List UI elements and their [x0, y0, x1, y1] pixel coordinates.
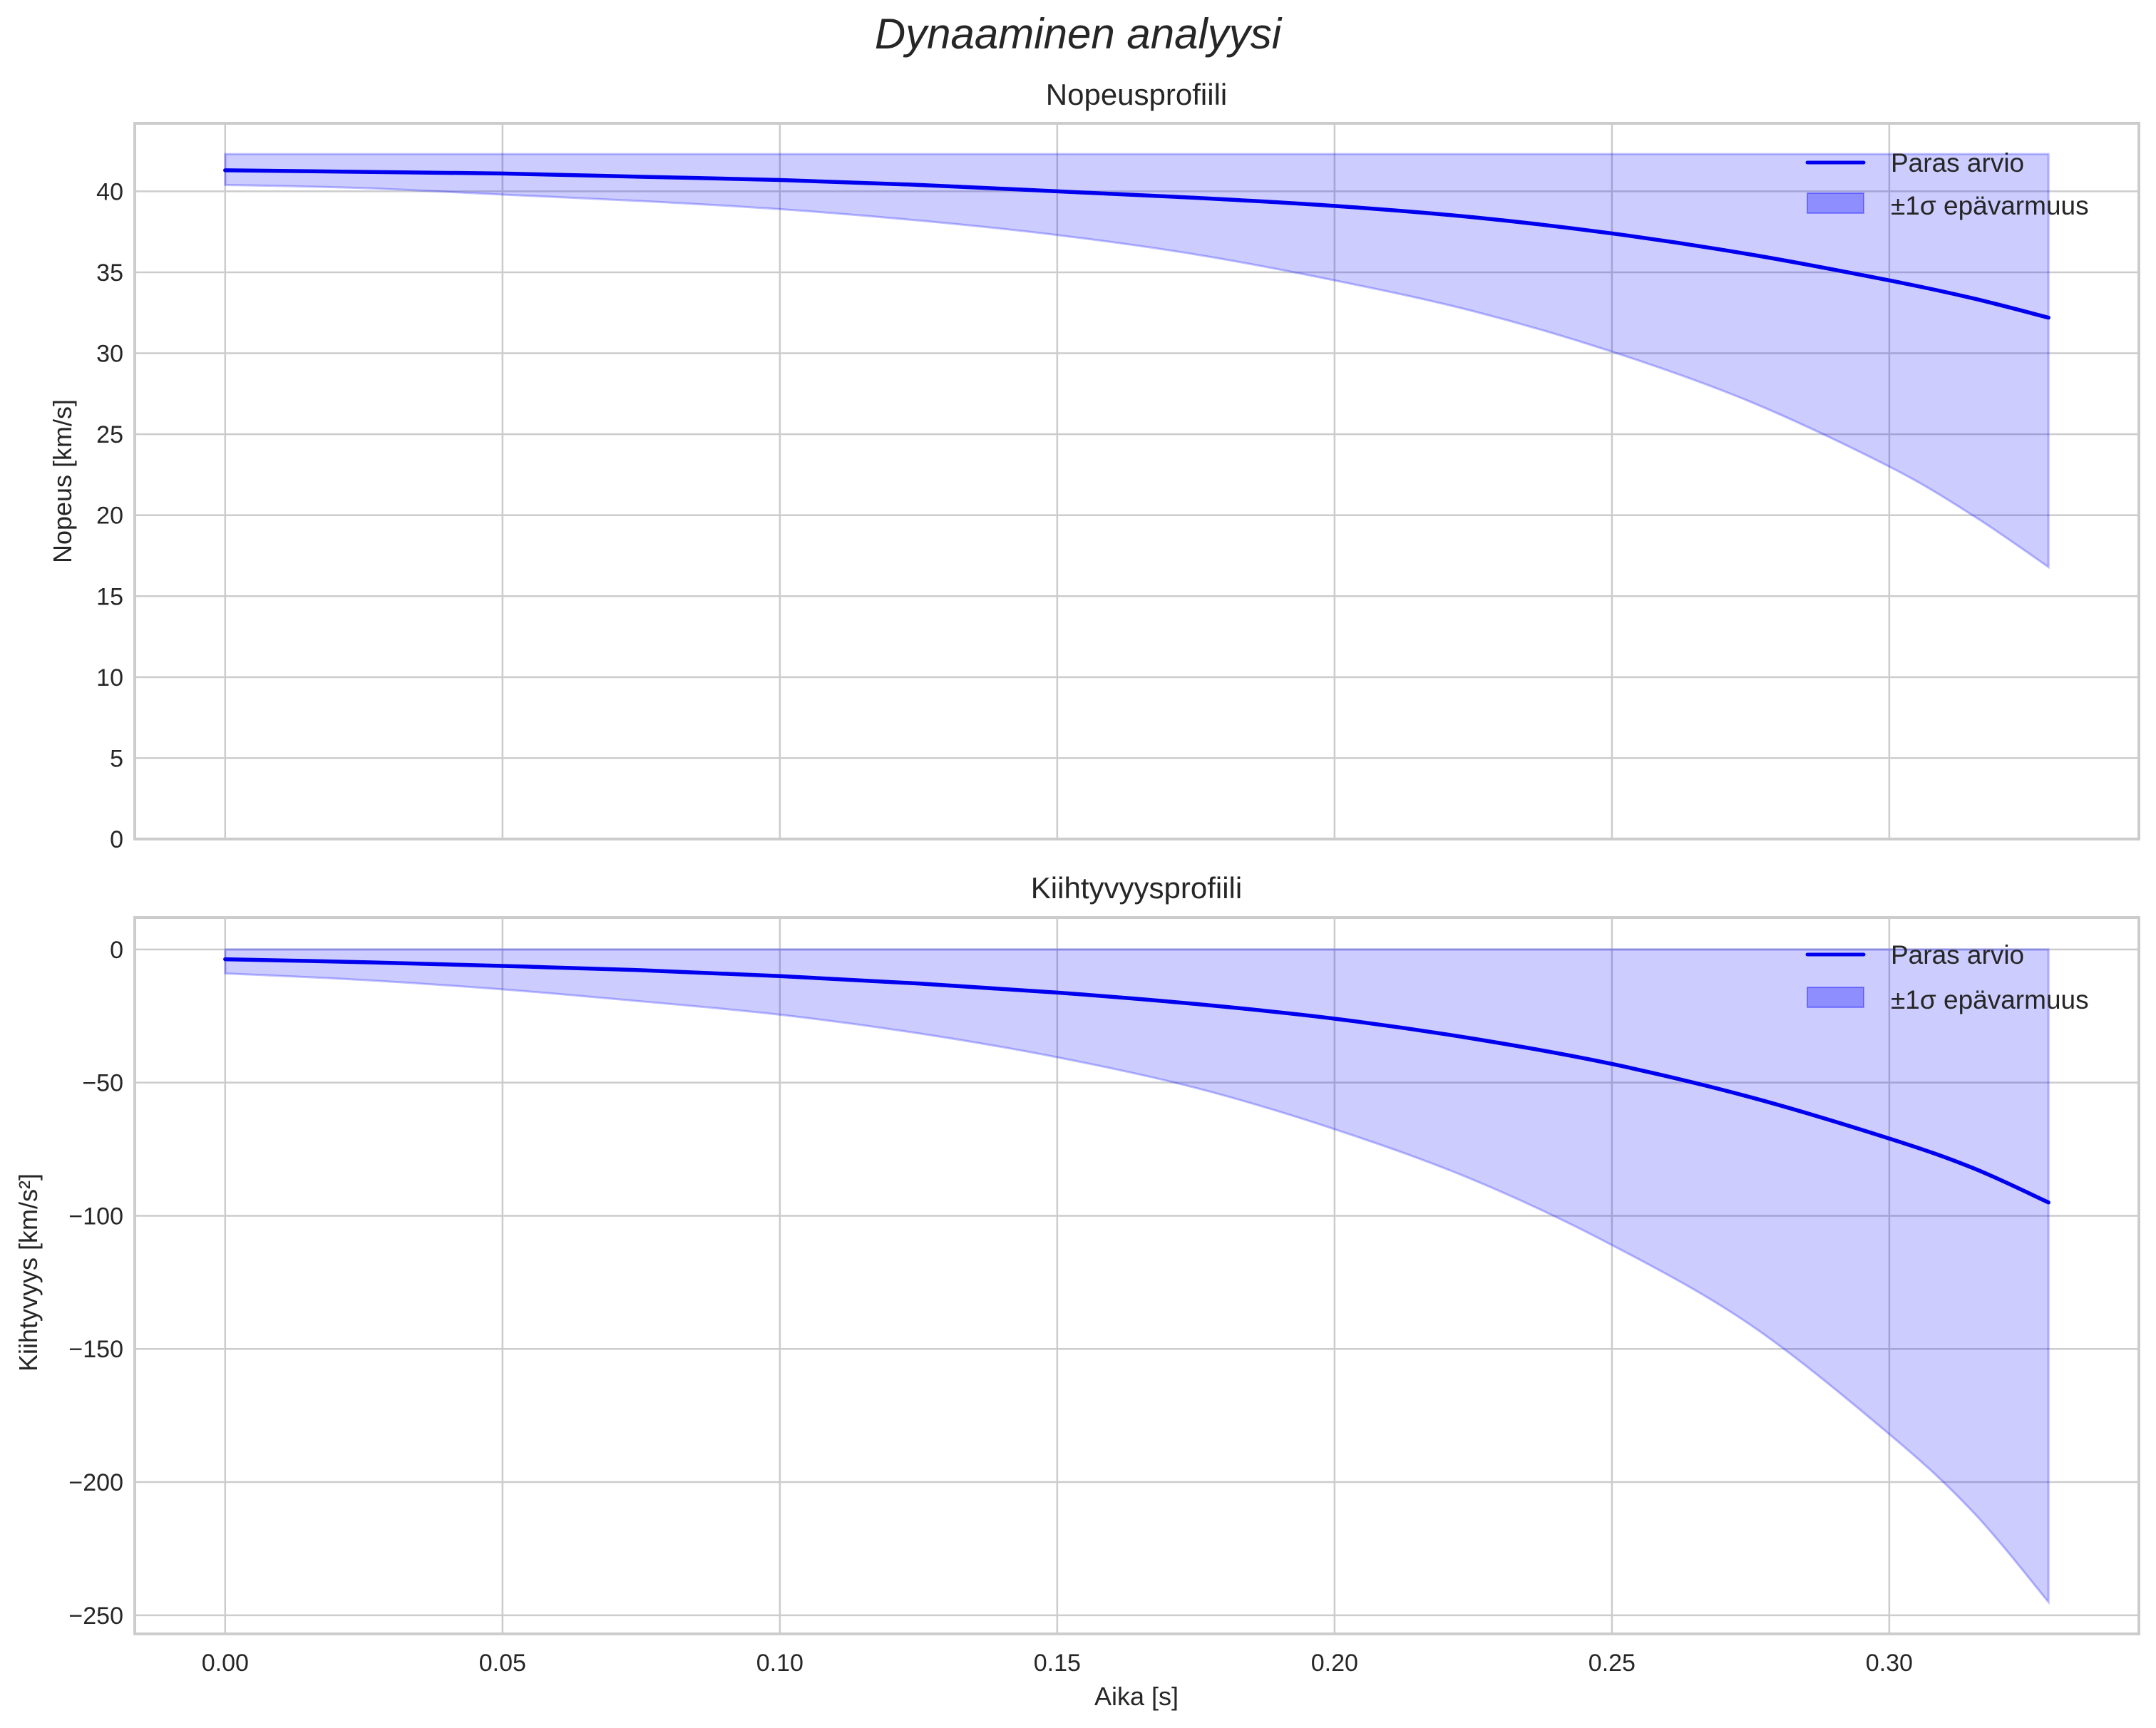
axes-border: [133, 122, 2140, 840]
legend-label-best-estimate: Paras arvio: [1891, 940, 2024, 970]
y-tick-label: 35: [96, 259, 123, 287]
figure-suptitle: Dynaaminen analyysi: [875, 10, 1283, 58]
legend-label-uncertainty: ±1σ epävarmuus: [1891, 985, 2089, 1014]
velocity-y-tick-labels: 0 5 10 15 20 25 30 35 40: [96, 178, 123, 853]
y-tick-label: 40: [96, 178, 123, 205]
velocity-grid: [135, 123, 2139, 840]
velocity-best-estimate-line: [223, 168, 2050, 320]
velocity-axes-frame: [133, 122, 2140, 840]
x-tick-label: 0.15: [1034, 1650, 1081, 1677]
axes-border: [133, 916, 2140, 1635]
acceleration-legend: Paras arvio ±1σ epävarmuus: [1805, 940, 2089, 1014]
best-estimate-path: [223, 957, 2050, 1205]
acceleration-grid: [135, 917, 2139, 1634]
best-estimate-path: [223, 168, 2050, 320]
legend-band-swatch: [1807, 192, 1864, 214]
legend-label-best-estimate: Paras arvio: [1891, 148, 2024, 178]
y-tick-label: −150: [68, 1336, 123, 1363]
x-tick-label: 0.20: [1311, 1650, 1358, 1677]
y-tick-label: 15: [96, 583, 123, 610]
velocity-y-axis-label: Nopeus [km/s]: [48, 399, 77, 563]
acceleration-best-estimate-line: [223, 957, 2050, 1205]
velocity-subplot: Nopeusprofiili 0 5 10 15 20 25 30 35 40 Nopeus […: [48, 78, 2140, 853]
x-tick-labels: 0.00 0.05 0.10 0.15 0.20 0.25 0.30: [202, 1650, 1913, 1677]
uncertainty-band-area: [224, 948, 2050, 1605]
x-axis-label: Aika [s]: [1094, 1682, 1179, 1711]
y-tick-label: −50: [82, 1070, 123, 1097]
legend-band-swatch: [1807, 987, 1864, 1008]
acceleration-y-tick-labels: 0 −50 −100 −150 −200 −250: [68, 937, 123, 1630]
acceleration-axes-frame: [133, 916, 2140, 1635]
y-tick-label: 0: [110, 826, 123, 853]
y-tick-label: −250: [68, 1603, 123, 1630]
x-tick-label: 0.00: [202, 1650, 249, 1677]
y-tick-label: 0: [110, 937, 123, 964]
legend-label-uncertainty: ±1σ epävarmuus: [1891, 191, 2089, 220]
acceleration-subplot: Kiihtyvyysprofiili 0−50−100−150−200−250 …: [14, 871, 2140, 1711]
acceleration-subplot-title: Kiihtyvyysprofiili: [1031, 871, 1242, 905]
velocity-uncertainty-band: [224, 153, 2050, 570]
y-tick-label: −200: [68, 1469, 123, 1496]
velocity-legend: Paras arvio ±1σ epävarmuus: [1805, 148, 2089, 220]
x-tick-label: 0.25: [1588, 1650, 1636, 1677]
y-tick-label: −100: [68, 1203, 123, 1230]
velocity-subplot-title: Nopeusprofiili: [1046, 78, 1227, 111]
y-tick-label: 20: [96, 503, 123, 530]
x-tick-label: 0.30: [1866, 1650, 1913, 1677]
y-tick-label: 25: [96, 421, 123, 448]
uncertainty-band-area: [224, 153, 2050, 570]
x-tick-label: 0.10: [756, 1650, 804, 1677]
y-tick-label: 5: [110, 745, 123, 772]
y-tick-label: 10: [96, 664, 123, 691]
y-tick-label: 30: [96, 341, 123, 368]
x-tick-label: 0.05: [479, 1650, 526, 1677]
acceleration-y-axis-label: Kiihtyvyys [km/s²]: [14, 1173, 43, 1372]
acceleration-uncertainty-band: [224, 948, 2050, 1605]
